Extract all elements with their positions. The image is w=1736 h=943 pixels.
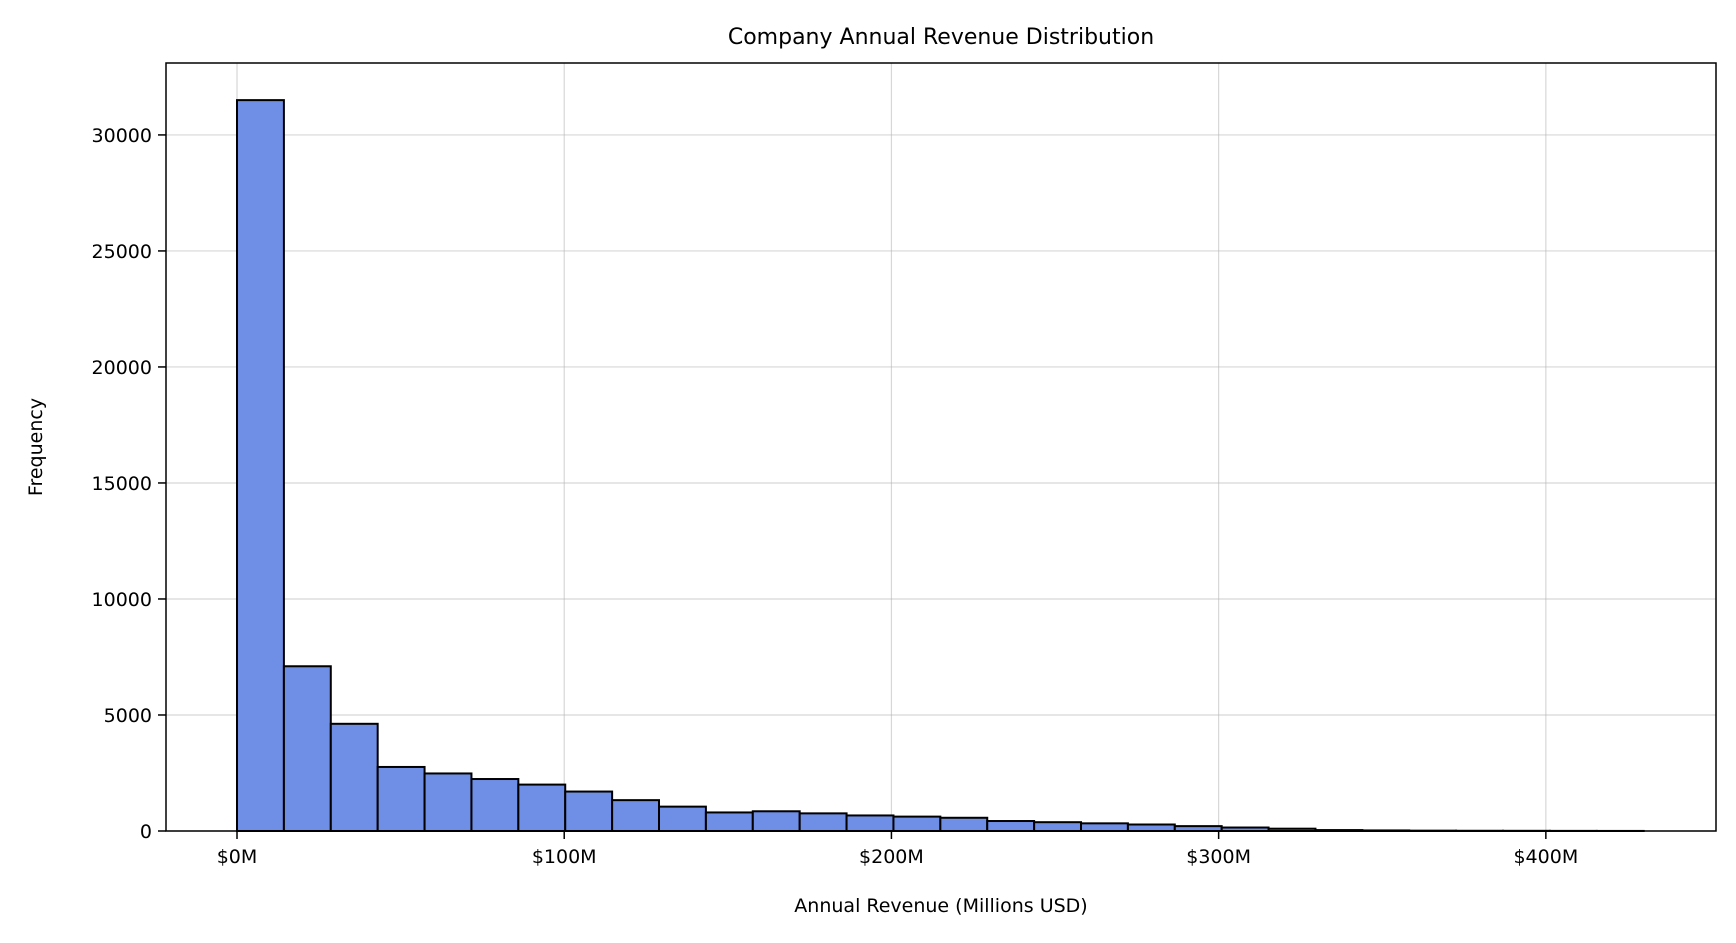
- grid: [166, 63, 1716, 831]
- x-axis-label: Annual Revenue (Millions USD): [794, 895, 1087, 917]
- histogram-bar: [847, 815, 894, 831]
- y-tick-label: 20000: [92, 357, 152, 379]
- y-tick-label: 30000: [92, 125, 152, 147]
- histogram-bar: [1128, 825, 1175, 831]
- y-tick-label: 5000: [104, 705, 152, 727]
- histogram-bar: [565, 792, 612, 831]
- histogram-bar: [753, 811, 800, 831]
- histogram-bar: [1034, 822, 1081, 831]
- x-tick-label: $300M: [1186, 846, 1251, 868]
- x-tick-label: $100M: [532, 846, 597, 868]
- y-tick-label: 10000: [92, 589, 152, 611]
- histogram-bar: [425, 773, 472, 831]
- x-tick-label: $400M: [1513, 846, 1578, 868]
- histogram-bar: [1081, 823, 1128, 831]
- histogram-bar: [237, 100, 284, 831]
- histogram-bar: [331, 724, 378, 831]
- histogram-bar: [893, 817, 940, 831]
- histogram-bar: [659, 807, 706, 831]
- y-tick-label: 0: [140, 821, 152, 843]
- histogram-bar: [378, 767, 425, 831]
- histogram-bar: [518, 785, 565, 831]
- x-axis-ticks: $0M $100M $200M $300M $400M: [217, 831, 1579, 868]
- x-tick-label: $0M: [217, 846, 258, 868]
- histogram-bar: [612, 800, 659, 831]
- chart-title: Company Annual Revenue Distribution: [728, 25, 1154, 50]
- histogram-bar: [987, 821, 1034, 831]
- y-tick-label: 15000: [92, 473, 152, 495]
- histogram-bar: [800, 813, 847, 831]
- histogram-bar: [940, 818, 987, 831]
- histogram-bar: [706, 812, 753, 831]
- x-tick-label: $200M: [859, 846, 924, 868]
- bars: [237, 100, 1644, 831]
- y-axis-ticks: 0 5000 10000 15000 20000 25000 30000: [92, 125, 166, 843]
- plot-frame: [166, 63, 1716, 831]
- histogram-bar: [471, 779, 518, 831]
- histogram-bar: [284, 666, 331, 831]
- y-tick-label: 25000: [92, 241, 152, 263]
- y-axis-label: Frequency: [25, 398, 47, 496]
